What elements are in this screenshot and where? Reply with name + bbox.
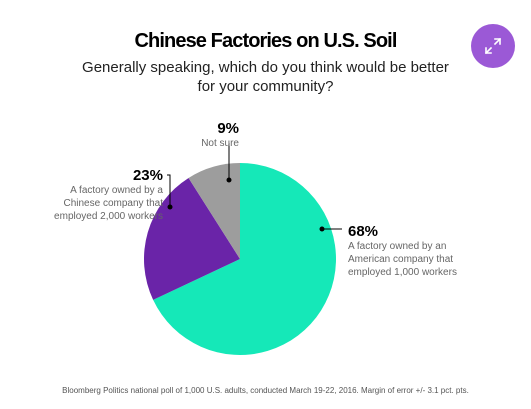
slice-pct-label-chinese: 23% (132, 167, 163, 184)
slice-desc-line: A factory owned by a (70, 185, 163, 196)
slice-desc-line: A factory owned by an (348, 241, 447, 252)
leader-lines (167, 143, 342, 232)
leader-line-chinese (167, 174, 171, 207)
slice-desc-line: employed 2,000 workers (54, 211, 163, 222)
slice-desc-line: American company that (348, 254, 454, 265)
expand-arrows-icon (484, 37, 502, 55)
slice-desc-line: Not sure (201, 138, 239, 149)
slice-desc-label-not-sure: Not sure (201, 137, 239, 150)
slice-pct-label-american: 68% (348, 223, 379, 240)
pie-slice-not-sure (188, 163, 240, 259)
slice-desc-label-american: A factory owned by an American company t… (348, 240, 457, 279)
leader-line-american-dot (319, 226, 325, 232)
source-footnote: Bloomberg Politics national poll of 1,00… (62, 386, 469, 395)
pie-slice-american (153, 163, 336, 355)
pie-slices (144, 163, 336, 355)
slice-desc-line: employed 1,000 workers (348, 267, 457, 278)
subtitle-line-1: Generally speaking, which do you think w… (82, 59, 449, 76)
slice-desc-label-chinese: A factory owned by a Chinese company tha… (54, 184, 163, 223)
subtitle-line-2: for your community? (197, 78, 334, 95)
expand-button[interactable] (471, 24, 515, 68)
slice-pct-label-not-sure: 9% (217, 120, 239, 137)
chart-subtitle: Generally speaking, which do you think w… (0, 58, 531, 96)
slice-desc-line: Chinese company that (63, 198, 163, 209)
leader-line-chinese-dot (167, 204, 173, 210)
leader-line-not-sure-dot (226, 177, 232, 183)
chart-title: Chinese Factories on U.S. Soil (134, 30, 398, 52)
